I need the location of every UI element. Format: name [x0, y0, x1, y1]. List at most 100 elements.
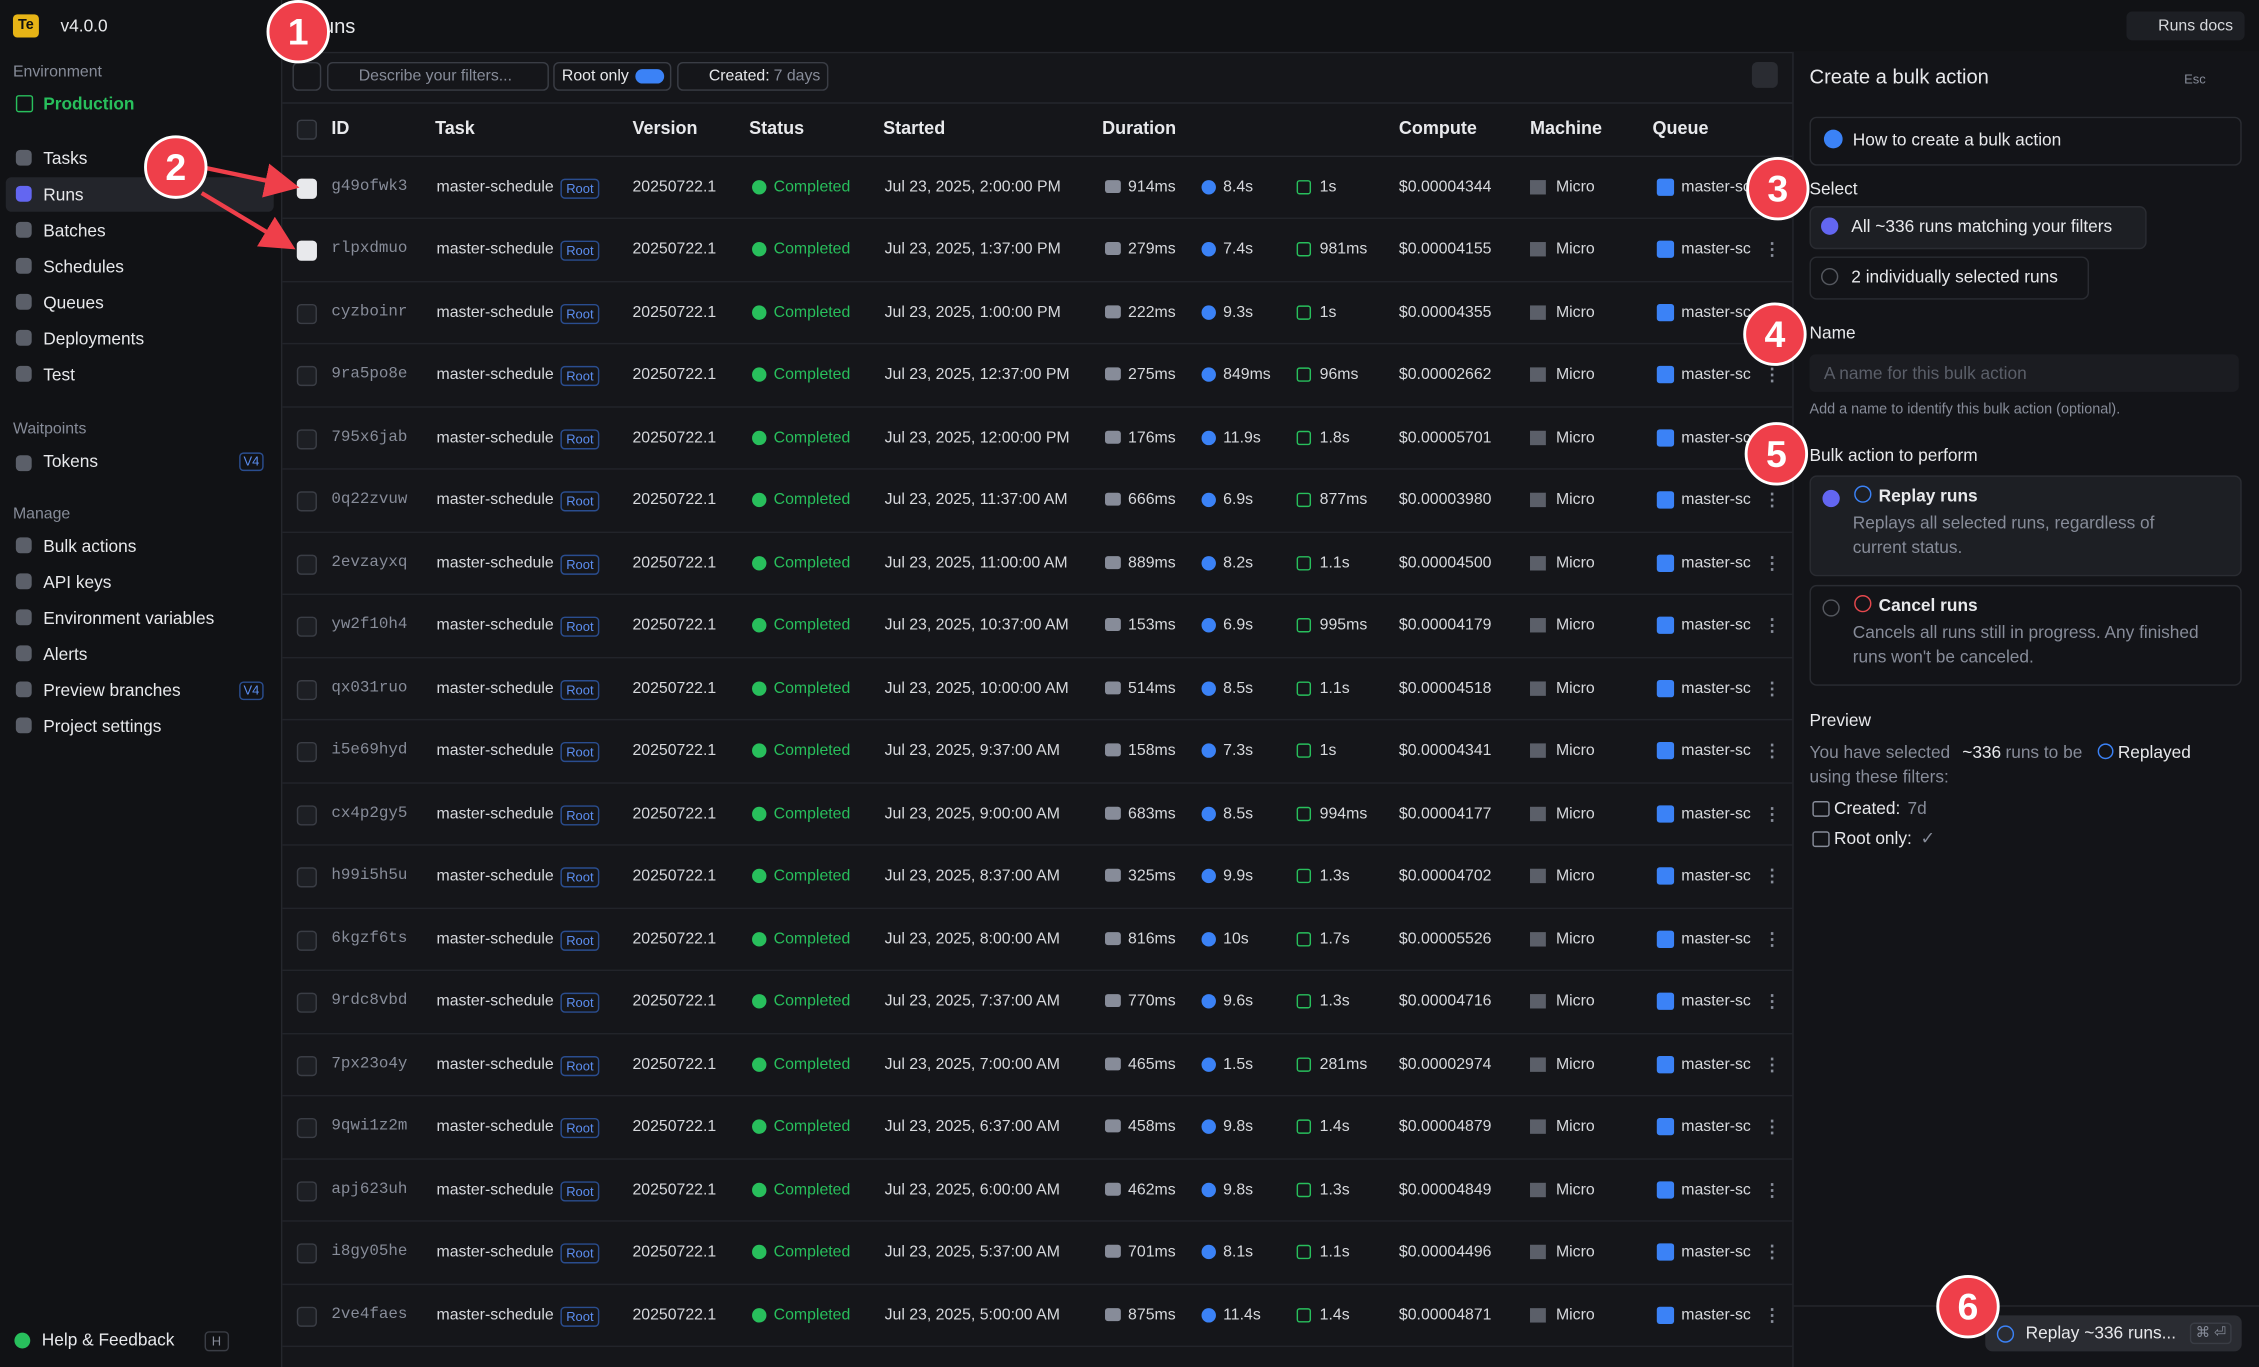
run-id[interactable]: 9ra5po8e	[331, 365, 408, 384]
root-tag: Root	[560, 992, 600, 1013]
row-checkbox[interactable]	[296, 1305, 317, 1327]
row-menu[interactable]: ⋮	[1763, 865, 1781, 887]
run-id[interactable]: rlpxdmuo	[331, 240, 408, 258]
run-id[interactable]: 2ve4faes	[331, 1305, 408, 1324]
nav-item[interactable]: Tokens	[43, 450, 99, 472]
run-id[interactable]: qx031ruo	[331, 679, 408, 697]
row-checkbox[interactable]	[296, 679, 317, 700]
option-box[interactable]	[1809, 256, 2090, 300]
row-menu[interactable]: ⋮	[1763, 239, 1781, 260]
row-checkbox[interactable]	[296, 240, 317, 261]
row-checkbox[interactable]	[296, 428, 317, 449]
row-menu[interactable]: ⋮	[1763, 928, 1781, 949]
run-id[interactable]: i8gy05he	[331, 1243, 408, 1261]
row-menu[interactable]: ⋮	[1763, 677, 1781, 699]
nav-item[interactable]: Project settings	[43, 716, 162, 737]
run-id[interactable]: 7px23o4y	[331, 1055, 408, 1073]
queue: master-schedule	[1681, 1243, 1751, 1261]
row-menu[interactable]: ⋮	[1763, 1304, 1781, 1325]
queued-icon	[1105, 994, 1121, 1008]
nav-item[interactable]: Bulk actions	[43, 535, 137, 557]
row-checkbox[interactable]	[296, 804, 317, 825]
run-id[interactable]: cx4p2gy5	[331, 804, 408, 822]
row-menu[interactable]: ⋮	[1763, 803, 1781, 824]
nav-item[interactable]: Batches	[43, 220, 106, 241]
name-help: Add a name to identify this bulk action …	[1809, 401, 2121, 418]
run-id[interactable]: 9rdc8vbd	[331, 992, 408, 1010]
run-id[interactable]: 9qwi1z2m	[331, 1117, 408, 1136]
row-checkbox[interactable]	[296, 1243, 317, 1264]
row-menu[interactable]: ⋮	[1763, 1241, 1781, 1263]
filter-button[interactable]	[292, 61, 322, 91]
created-chip[interactable]	[677, 61, 829, 91]
queued-time: 465ms	[1128, 1055, 1176, 1073]
row-menu[interactable]: ⋮	[1763, 1179, 1781, 1200]
run-id[interactable]: 6kgzf6ts	[331, 929, 408, 948]
row-menu[interactable]: ⋮	[1763, 615, 1781, 636]
header-checkbox[interactable]	[296, 119, 317, 140]
section-label: Select	[1809, 178, 1858, 199]
action-box[interactable]	[1809, 475, 2242, 577]
row-menu[interactable]: ⋮	[1763, 740, 1781, 761]
next-page[interactable]	[1751, 61, 1778, 88]
status: Completed	[773, 804, 851, 822]
nav-item[interactable]: Schedules	[43, 256, 124, 277]
run-id[interactable]: 795x6jab	[331, 428, 408, 446]
action-box[interactable]	[1809, 584, 2242, 686]
row-checkbox[interactable]	[296, 741, 317, 763]
cpu-time: 1.1s	[1319, 553, 1350, 572]
environment[interactable]: Production	[43, 93, 135, 114]
nav-item[interactable]: Test	[43, 364, 75, 385]
row-checkbox[interactable]	[296, 1117, 317, 1139]
search-placeholder: Describe your filters...	[358, 67, 512, 86]
row-menu[interactable]: ⋮	[1763, 364, 1781, 385]
row-checkbox[interactable]	[296, 303, 317, 324]
docs-link[interactable]: Runs docs	[2158, 17, 2234, 35]
esc-key[interactable]: Esc	[2184, 72, 2206, 87]
row-checkbox[interactable]	[296, 491, 317, 512]
run-id[interactable]: 2evzayxq	[331, 553, 408, 572]
version[interactable]: v4.0.0	[60, 15, 108, 37]
run-id[interactable]: 0q22zvuw	[331, 491, 408, 509]
nav-item[interactable]: API keys	[43, 571, 112, 593]
name-input[interactable]	[1809, 354, 2239, 392]
row-checkbox[interactable]	[296, 992, 317, 1013]
row-checkbox[interactable]	[296, 616, 317, 637]
row-checkbox[interactable]	[296, 1055, 317, 1076]
row-menu[interactable]: ⋮	[1763, 991, 1781, 1012]
run-id[interactable]: h99i5h5u	[331, 867, 408, 885]
queue-icon	[1656, 428, 1675, 446]
row-menu[interactable]: ⋮	[1763, 489, 1781, 511]
radio	[1822, 599, 1840, 617]
nav-item[interactable]: Environment variables	[43, 607, 215, 629]
nav-item[interactable]: Queues	[43, 292, 104, 313]
row-checkbox[interactable]	[296, 867, 317, 888]
row-menu[interactable]: ⋮	[1763, 552, 1781, 573]
run-id[interactable]: i5e69hyd	[331, 741, 408, 760]
row-checkbox[interactable]	[296, 1180, 317, 1201]
started: Jul 23, 2025, 7:37:00 AM	[884, 992, 1060, 1010]
row-menu[interactable]: ⋮	[1763, 1053, 1781, 1075]
nav-item[interactable]: Deployments	[43, 328, 145, 349]
row-checkbox[interactable]	[296, 929, 317, 951]
run-id[interactable]: yw2f10h4	[331, 616, 408, 634]
nav-item[interactable]: Alerts	[43, 643, 88, 665]
row-checkbox[interactable]	[296, 553, 317, 575]
row-border	[282, 906, 1793, 909]
nav-item[interactable]: Preview branches	[43, 680, 181, 701]
nav-item[interactable]: Runs	[43, 184, 84, 205]
cpu-time: 1s	[1319, 177, 1337, 196]
row-checkbox[interactable]	[296, 365, 317, 387]
run-id[interactable]: apj623uh	[331, 1180, 408, 1198]
replay-button[interactable]	[1985, 1315, 2242, 1352]
queue: master-schedule	[1681, 491, 1751, 509]
nav-item[interactable]: Tasks	[43, 148, 88, 169]
option-box[interactable]	[1809, 206, 2147, 250]
search-box[interactable]	[327, 61, 549, 91]
how-to-box[interactable]	[1809, 116, 2242, 166]
row-menu[interactable]: ⋮	[1763, 1116, 1781, 1137]
help[interactable]: Help & Feedback	[41, 1329, 175, 1350]
run-id[interactable]: g49ofwk3	[331, 177, 408, 196]
run-id[interactable]: cyzboinr	[331, 303, 408, 321]
root-toggle[interactable]	[553, 61, 672, 91]
